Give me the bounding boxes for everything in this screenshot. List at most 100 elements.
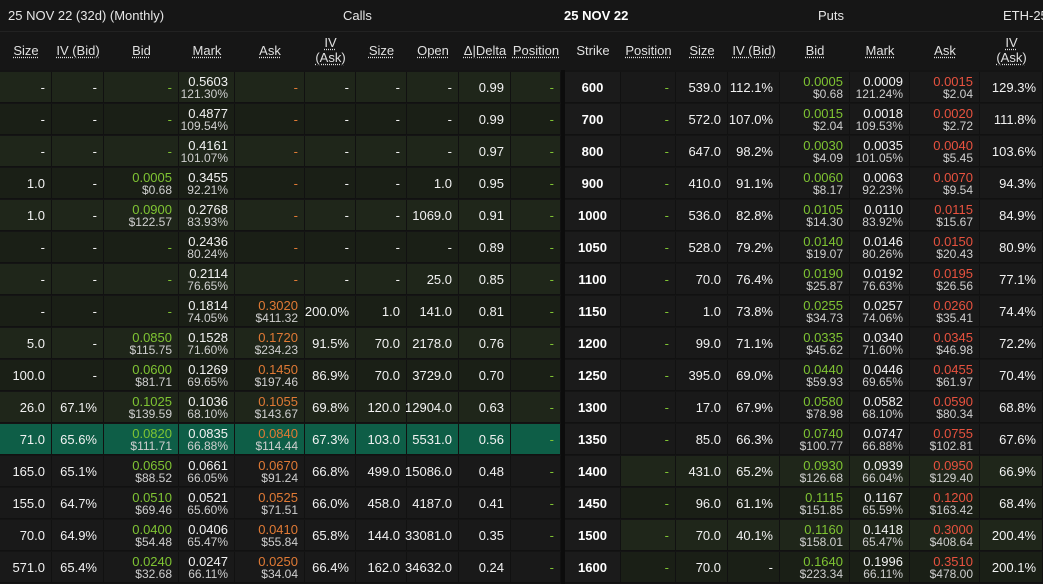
- c-size2-cell[interactable]: -: [356, 200, 407, 231]
- c-mark-cell[interactable]: 0.5603 121.30%: [179, 72, 235, 103]
- c-size-cell[interactable]: 155.0: [0, 488, 52, 519]
- c-ask-cell[interactable]: -: [235, 136, 305, 167]
- p-ivbid-cell[interactable]: 69.0%: [728, 360, 780, 391]
- c-delta-cell[interactable]: 0.91: [459, 200, 511, 231]
- c-size2-cell[interactable]: 458.0: [356, 488, 407, 519]
- p-ivask-cell[interactable]: 68.4%: [980, 488, 1043, 519]
- p-ivask-cell[interactable]: 70.4%: [980, 360, 1043, 391]
- c-ask-cell[interactable]: 0.0670 $91.24: [235, 456, 305, 487]
- option-row-1100[interactable]: - - -0.2114 76.65% - - -25.0 0.85-1100-70.0 76.4…: [0, 264, 1043, 296]
- p-pos-cell[interactable]: -: [621, 392, 676, 423]
- c-delta-cell[interactable]: 0.56: [459, 424, 511, 455]
- p-ask-cell[interactable]: 0.0755 $102.81: [910, 424, 980, 455]
- p-ivask-cell[interactable]: 103.6%: [980, 136, 1043, 167]
- c-size-cell[interactable]: 1.0: [0, 200, 52, 231]
- c-ivbid-cell[interactable]: -: [52, 72, 104, 103]
- p-mark-cell[interactable]: 0.1167 65.59%: [850, 488, 910, 519]
- c-pos-cell[interactable]: -: [511, 392, 561, 423]
- option-row-1300[interactable]: 26.0 67.1% 0.1025 $139.59 0.1036 68.10% 0.1055…: [0, 392, 1043, 424]
- call-header-6[interactable]: Size: [368, 42, 395, 58]
- c-open-cell[interactable]: 33081.0: [405, 520, 459, 551]
- c-ivbid-cell[interactable]: -: [52, 104, 104, 135]
- option-row-1500[interactable]: 70.0 64.9% 0.0400 $54.48 0.0406 65.47% 0.0410 $…: [0, 520, 1043, 552]
- c-size-cell[interactable]: 1.0: [0, 168, 52, 199]
- c-mark-cell[interactable]: 0.2114 76.65%: [179, 264, 235, 295]
- c-ivbid-cell[interactable]: -: [52, 264, 104, 295]
- p-mark-cell[interactable]: 0.0063 92.23%: [850, 168, 910, 199]
- c-size-cell[interactable]: 26.0: [0, 392, 52, 423]
- p-ask-cell[interactable]: 0.0040 $5.45: [910, 136, 980, 167]
- p-mark-cell[interactable]: 0.0146 80.26%: [850, 232, 910, 263]
- p-bid-cell[interactable]: 0.0030 $4.09: [780, 136, 850, 167]
- p-pos-cell[interactable]: -: [621, 520, 676, 551]
- c-size2-cell[interactable]: -: [356, 136, 407, 167]
- c-mark-cell[interactable]: 0.0247 66.11%: [179, 552, 235, 583]
- p-bid-cell[interactable]: 0.1160 $158.01: [780, 520, 850, 551]
- c-bid-cell[interactable]: 0.0820 $111.71: [104, 424, 179, 455]
- option-row-600[interactable]: - - -0.5603 121.30% - - - -0.99-600-539.0 112.1%…: [0, 72, 1043, 104]
- c-size2-cell[interactable]: -: [356, 232, 407, 263]
- c-ivask-cell[interactable]: -: [305, 200, 356, 231]
- call-header-5[interactable]: IV (Ask): [315, 35, 346, 65]
- p-size-cell[interactable]: 572.0: [676, 104, 728, 135]
- c-ivask-cell[interactable]: -: [305, 104, 356, 135]
- option-row-900[interactable]: 1.0-0.0005 $0.68 0.3455 92.21% - - -1.0 0.95-90…: [0, 168, 1043, 200]
- p-ask-cell[interactable]: 0.0345 $46.98: [910, 328, 980, 359]
- c-size-cell[interactable]: -: [0, 296, 52, 327]
- c-bid-cell[interactable]: 0.0510 $69.46: [104, 488, 179, 519]
- p-mark-cell[interactable]: 0.0340 71.60%: [850, 328, 910, 359]
- c-bid-cell[interactable]: -: [104, 296, 179, 327]
- option-row-1050[interactable]: - - -0.2436 80.24% - - - -0.89-1050-528.0 79.2% 0…: [0, 232, 1043, 264]
- p-bid-cell[interactable]: 0.0255 $34.73: [780, 296, 850, 327]
- c-size2-cell[interactable]: 1.0: [356, 296, 407, 327]
- p-size-cell[interactable]: 96.0: [676, 488, 728, 519]
- p-mark-cell[interactable]: 0.0446 69.65%: [850, 360, 910, 391]
- c-mark-cell[interactable]: 0.1814 74.05%: [179, 296, 235, 327]
- p-ivbid-cell[interactable]: 66.3%: [728, 424, 780, 455]
- c-ask-cell[interactable]: -: [235, 168, 305, 199]
- p-pos-cell[interactable]: -: [621, 104, 676, 135]
- p-bid-cell[interactable]: 0.0140 $19.07: [780, 232, 850, 263]
- p-bid-cell[interactable]: 0.1115 $151.85: [780, 488, 850, 519]
- p-bid-cell[interactable]: 0.0740 $100.77: [780, 424, 850, 455]
- c-ivask-cell[interactable]: -: [305, 264, 356, 295]
- option-row-1200[interactable]: 5.0-0.0850 $115.75 0.1528 71.60% 0.1720 $234.…: [0, 328, 1043, 360]
- option-row-1600[interactable]: 571.0 65.4% 0.0240 $32.68 0.0247 66.11% 0.0250…: [0, 552, 1043, 584]
- c-ask-cell[interactable]: -: [235, 232, 305, 263]
- p-ivask-cell[interactable]: 94.3%: [980, 168, 1043, 199]
- c-open-cell[interactable]: 141.0: [407, 296, 459, 327]
- c-pos-cell[interactable]: -: [511, 264, 561, 295]
- c-mark-cell[interactable]: 0.2436 80.24%: [179, 232, 235, 263]
- p-ivbid-cell[interactable]: -: [728, 552, 780, 583]
- c-pos-cell[interactable]: -: [511, 552, 561, 583]
- p-mark-cell[interactable]: 0.0018 109.53%: [850, 104, 910, 135]
- call-header-8[interactable]: Δ|Delta: [463, 42, 507, 58]
- p-bid-cell[interactable]: 0.0060 $8.17: [780, 168, 850, 199]
- put-header-2[interactable]: IV (Bid): [732, 42, 776, 58]
- p-size-cell[interactable]: 528.0: [676, 232, 728, 263]
- call-header-0[interactable]: Size: [13, 42, 39, 58]
- p-size-cell[interactable]: 431.0: [676, 456, 728, 487]
- c-delta-cell[interactable]: 0.99: [459, 104, 511, 135]
- p-ivask-cell[interactable]: 72.2%: [980, 328, 1043, 359]
- p-pos-cell[interactable]: -: [621, 488, 676, 519]
- p-ask-cell[interactable]: 0.0150 $20.43: [910, 232, 980, 263]
- p-ivbid-cell[interactable]: 91.1%: [728, 168, 780, 199]
- c-ask-cell[interactable]: -: [235, 200, 305, 231]
- c-delta-cell[interactable]: 0.95: [459, 168, 511, 199]
- c-size-cell[interactable]: 165.0: [0, 456, 52, 487]
- p-pos-cell[interactable]: -: [621, 264, 676, 295]
- p-ivask-cell[interactable]: 66.9%: [980, 456, 1043, 487]
- p-mark-cell[interactable]: 0.0939 66.04%: [850, 456, 910, 487]
- c-bid-cell[interactable]: 0.0850 $115.75: [104, 328, 179, 359]
- p-mark-cell[interactable]: 0.1996 66.11%: [850, 552, 910, 583]
- c-size2-cell[interactable]: -: [356, 168, 407, 199]
- c-delta-cell[interactable]: 0.97: [459, 136, 511, 167]
- c-pos-cell[interactable]: -: [511, 488, 561, 519]
- option-row-1150[interactable]: - - -0.1814 74.05% 0.3020 $411.32 200.0% 1.0 141…: [0, 296, 1043, 328]
- c-mark-cell[interactable]: 0.1269 69.65%: [179, 360, 235, 391]
- c-ivbid-cell[interactable]: 65.1%: [52, 456, 104, 487]
- c-ivask-cell[interactable]: 65.8%: [305, 520, 356, 551]
- p-ask-cell[interactable]: 0.0070 $9.54: [910, 168, 980, 199]
- c-mark-cell[interactable]: 0.1528 71.60%: [179, 328, 235, 359]
